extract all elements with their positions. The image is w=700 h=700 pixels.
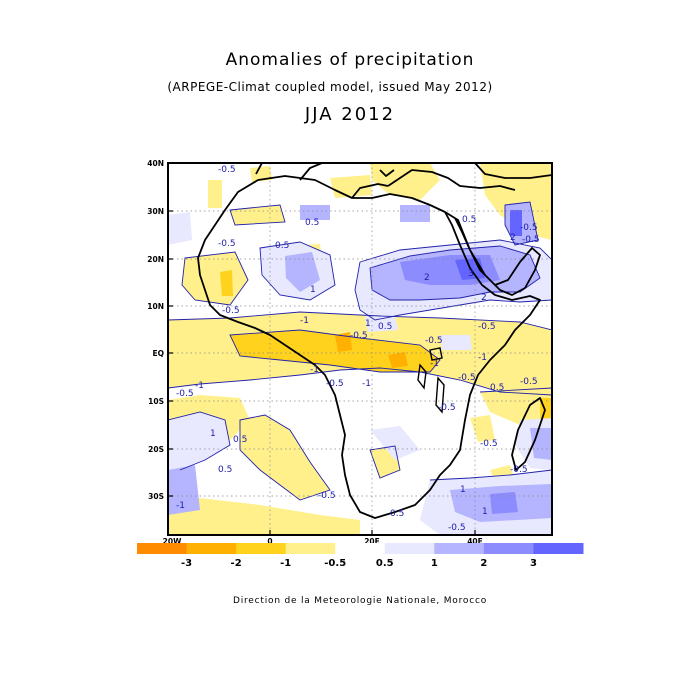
- lat-tick-label: EQ: [153, 349, 165, 358]
- contour-label: -0.5: [448, 523, 466, 533]
- lat-tick-label: 20N: [147, 255, 164, 264]
- map-area: [168, 163, 552, 535]
- contour-label: -1: [176, 501, 185, 511]
- contour-label: -0.5: [478, 322, 496, 332]
- map-frame: [167, 162, 553, 536]
- contour-label: 0.5: [378, 322, 392, 332]
- lon-tick-label: 20W: [163, 537, 182, 546]
- legend-swatch: [186, 543, 237, 554]
- contour-label: -0.5: [510, 465, 528, 475]
- lat-tick-label: 10N: [147, 302, 164, 311]
- contour-label: 1: [460, 485, 466, 495]
- legend-swatch: [285, 543, 336, 554]
- lat-ticks: [168, 210, 476, 535]
- contour-label: -0.5: [326, 379, 344, 389]
- legend-label: -0.5: [324, 558, 346, 569]
- credit-line: Direction de la Meteorologie Nationale, …: [232, 596, 488, 606]
- contour-label: 0.5: [218, 465, 232, 475]
- lat-tick-label: 10S: [148, 397, 164, 406]
- chart-subtitle: (ARPEGE-Climat coupled model, issued May…: [167, 80, 493, 94]
- contour-label: 0.5: [233, 435, 247, 445]
- legend-swatch: [483, 543, 534, 554]
- contour-label: -0.5: [520, 377, 538, 387]
- grid-lines: [168, 163, 552, 535]
- contour-label: 2: [510, 233, 516, 243]
- contour-label: 1: [310, 285, 316, 295]
- contour-label: 0.5: [490, 383, 504, 393]
- legend-swatch: [335, 543, 386, 554]
- contour-label: -0.5: [222, 306, 240, 316]
- lon-tick-label: 0: [267, 537, 272, 546]
- contour-label: -0.5: [458, 373, 476, 383]
- contour-label: -0.5: [425, 336, 443, 346]
- contour-label: -1: [310, 365, 319, 375]
- contour-label: -0.5: [520, 223, 538, 233]
- contour-label: -0.5: [522, 235, 540, 245]
- lat-tick-label: 20S: [148, 445, 164, 454]
- legend-swatch: [384, 543, 435, 554]
- season-label: JJA 2012: [304, 104, 396, 125]
- contour-label: -1: [430, 359, 439, 369]
- chart-title: Anomalies of precipitation: [225, 50, 475, 70]
- legend-label: -1: [280, 558, 291, 569]
- contour-label: 1: [210, 429, 216, 439]
- legend-label: 3: [530, 558, 537, 569]
- lat-tick-label: 40N: [147, 159, 164, 168]
- legend-label: 2: [480, 558, 487, 569]
- contour-label: 1: [365, 319, 371, 329]
- lat-axis: 40N 30N 20N 10N EQ 10S 20S 30S: [147, 159, 164, 501]
- lat-tick-label: 30N: [147, 207, 164, 216]
- contour-label: 0.5: [390, 509, 404, 519]
- contour-label-group: -0.5 0.5 0.5 -0.5 0.5 -0.5 -0.5 1 2 3 2 …: [176, 165, 540, 533]
- lon-tick-label: 40E: [467, 537, 483, 546]
- contour-label: 1: [482, 507, 488, 517]
- lake-outline: [417, 347, 445, 414]
- legend-label: 0.5: [376, 558, 394, 569]
- legend-swatch: [236, 543, 287, 554]
- legend-label: -3: [181, 558, 192, 569]
- legend-swatch: [533, 543, 584, 554]
- contour-label: 3: [468, 269, 474, 279]
- contour-label: -0.5: [438, 403, 456, 413]
- lon-tick-label: 20E: [364, 537, 380, 546]
- lat-tick-label: 30S: [148, 492, 164, 501]
- legend-label: 1: [431, 558, 438, 569]
- contour-label: -0.5: [218, 165, 236, 175]
- lon-axis: 20W 0 20E 40E: [163, 537, 483, 546]
- color-legend: -3 -2 -1 -0.5 0.5 1 2 3: [137, 543, 584, 569]
- contour-label: -0.5: [350, 331, 368, 341]
- contour-label: -0.5: [218, 239, 236, 249]
- legend-swatch: [137, 543, 188, 554]
- contour-label: -0.5: [176, 389, 194, 399]
- contour-label: 0.5: [275, 241, 289, 251]
- contour-label: -0.5: [318, 491, 336, 501]
- wet-anomaly-region: [168, 202, 552, 535]
- contour-label: 2: [424, 273, 430, 283]
- legend-swatch: [434, 543, 485, 554]
- contour-label: -1: [195, 381, 204, 391]
- coastline: [197, 163, 552, 519]
- contour-label: 0.5: [305, 218, 319, 228]
- contour-label: -1: [300, 316, 309, 326]
- contour-label: -1: [478, 353, 487, 363]
- contour-label: -1: [362, 379, 371, 389]
- contour-label: 0.5: [462, 215, 476, 225]
- contour-label: 2: [481, 293, 487, 303]
- contour-label: -0.5: [480, 439, 498, 449]
- legend-label: -2: [231, 558, 242, 569]
